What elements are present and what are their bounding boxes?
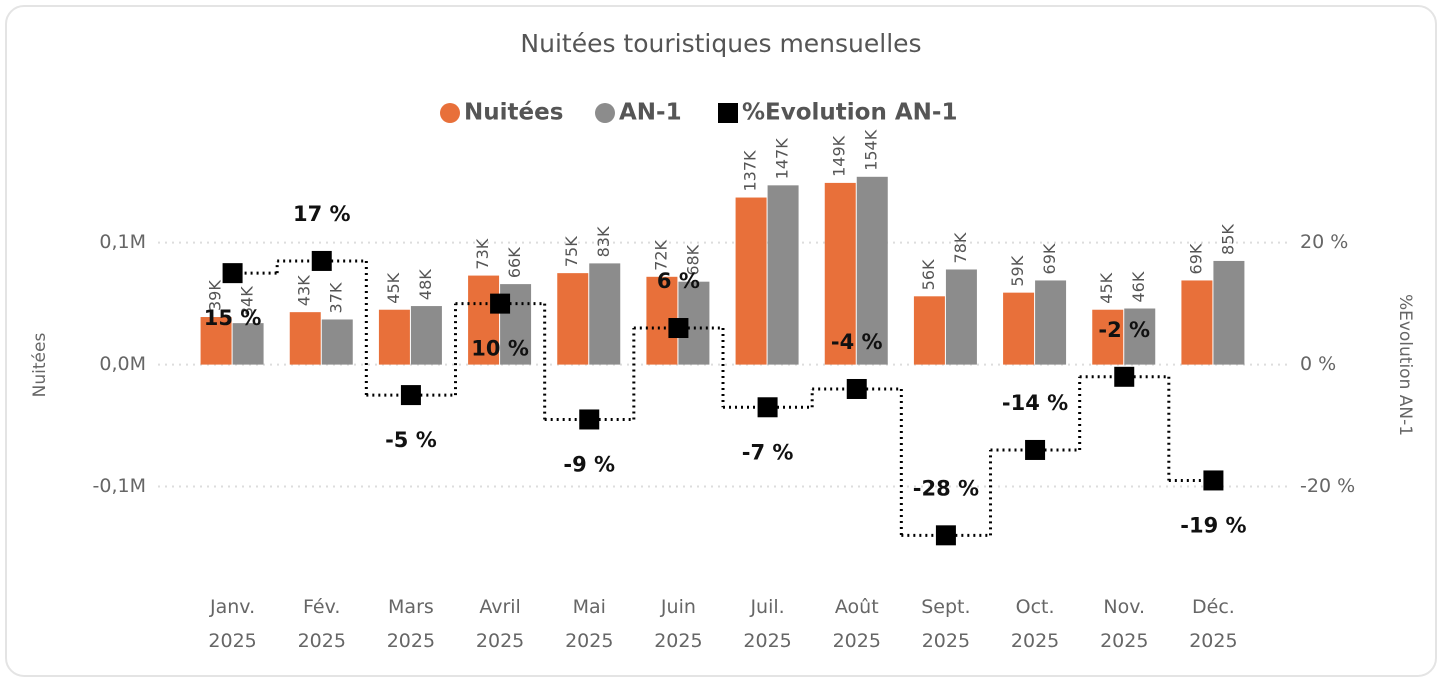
legend-swatch: [440, 103, 460, 123]
value-label: 45K: [1097, 272, 1116, 303]
bar: [589, 263, 621, 365]
bar: [200, 317, 232, 365]
value-label: 73K: [473, 238, 492, 269]
x-tick-label: Oct. 2025: [1010, 596, 1060, 652]
data-label: -19 %: [1180, 513, 1246, 537]
bar: [1124, 308, 1156, 365]
value-label: 137K: [741, 150, 760, 192]
data-label: -5 %: [385, 428, 437, 452]
bar: [945, 269, 977, 365]
line-marker: [935, 525, 956, 546]
value-label: 45K: [384, 272, 403, 303]
legend-swatch: [718, 103, 738, 123]
bar: [767, 185, 799, 365]
x-tick-label: Août 2025: [832, 596, 881, 652]
y-tick-label: -0,1M: [93, 475, 146, 497]
line-marker: [400, 385, 421, 406]
x-tick-label: Mars 2025: [386, 596, 436, 652]
y2-tick-label: 0 %: [1300, 353, 1336, 375]
value-label: 149K: [830, 135, 849, 177]
bar: [735, 197, 767, 365]
x-tick-label: Mai 2025: [565, 596, 614, 652]
x-tick-label: Avril 2025: [475, 596, 525, 652]
x-tick-label: Déc. 2025: [1189, 596, 1238, 652]
line-marker: [757, 397, 778, 418]
value-label: 46K: [1129, 271, 1148, 302]
bar: [378, 309, 410, 365]
bar: [1003, 292, 1035, 365]
bar: [856, 176, 888, 365]
value-label: 69K: [1186, 243, 1205, 274]
data-label: 15 %: [204, 306, 262, 330]
value-label: 154K: [862, 129, 881, 171]
value-label: 83K: [594, 226, 613, 257]
line-marker: [490, 293, 511, 314]
line-marker: [1025, 439, 1046, 460]
y-tick-label: 0,1M: [99, 231, 146, 253]
x-tick-label: Juil. 2025: [743, 596, 792, 652]
value-label: 72K: [651, 239, 670, 270]
bar: [468, 275, 500, 365]
value-label: 75K: [562, 236, 581, 267]
value-label: 39K: [206, 280, 225, 311]
data-label: -28 %: [913, 476, 979, 500]
bar: [1092, 309, 1124, 365]
bar: [289, 312, 321, 365]
value-label: 48K: [416, 269, 435, 300]
legend-swatch: [595, 103, 615, 123]
value-label: 59K: [1008, 255, 1027, 286]
data-label: -7 %: [742, 440, 794, 464]
x-tick-label: Sept. 2025: [921, 596, 971, 652]
x-tick-label: Janv. 2025: [208, 596, 257, 652]
value-label: 78K: [951, 232, 970, 263]
bar: [557, 273, 589, 365]
value-label: 147K: [773, 138, 792, 180]
value-label: 43K: [295, 275, 314, 306]
bar: [913, 296, 945, 365]
bar: [1035, 280, 1067, 365]
card: [5, 5, 1437, 677]
data-label: -9 %: [563, 452, 615, 476]
y2-tick-label: 20 %: [1300, 231, 1348, 253]
bar: [321, 319, 353, 365]
line-marker: [846, 378, 867, 399]
data-label: -14 %: [1002, 391, 1068, 415]
value-label: 66K: [505, 247, 524, 278]
value-label: 85K: [1218, 224, 1237, 255]
line-marker: [311, 250, 332, 271]
bar: [410, 306, 442, 365]
data-label: 17 %: [293, 202, 351, 226]
legend-label: %Evolution AN-1: [742, 100, 957, 126]
value-label: 37K: [327, 282, 346, 313]
x-tick-label: Fév. 2025: [297, 596, 346, 652]
data-label: 10 %: [471, 337, 529, 361]
bar: [824, 182, 856, 365]
data-label: -2 %: [1098, 318, 1150, 342]
x-tick-label: Juin 2025: [654, 596, 703, 652]
value-label: 56K: [919, 259, 938, 290]
legend-label: Nuitées: [464, 100, 563, 126]
line-marker: [579, 409, 600, 430]
data-label: 6 %: [657, 269, 700, 293]
y-tick-label: 0,0M: [99, 353, 146, 375]
bar: [1213, 260, 1245, 365]
y-axis-title: Nuitées: [30, 333, 50, 398]
chart-title: Nuitées touristiques mensuelles: [520, 29, 921, 58]
legend-label: AN-1: [619, 100, 682, 126]
value-label: 69K: [1040, 243, 1059, 274]
bar: [1181, 280, 1213, 365]
value-label: 34K: [238, 286, 257, 317]
y2-axis-title: %Evolution AN-1: [1395, 294, 1415, 436]
x-tick-label: Nov. 2025: [1100, 596, 1149, 652]
data-label: -4 %: [831, 330, 883, 354]
value-label: 68K: [683, 244, 702, 275]
line-marker: [222, 263, 243, 284]
line-marker: [1114, 366, 1135, 387]
line-marker: [668, 318, 689, 339]
line-marker: [1203, 470, 1224, 491]
bar: [232, 323, 264, 365]
y2-tick-label: -20 %: [1300, 475, 1355, 497]
